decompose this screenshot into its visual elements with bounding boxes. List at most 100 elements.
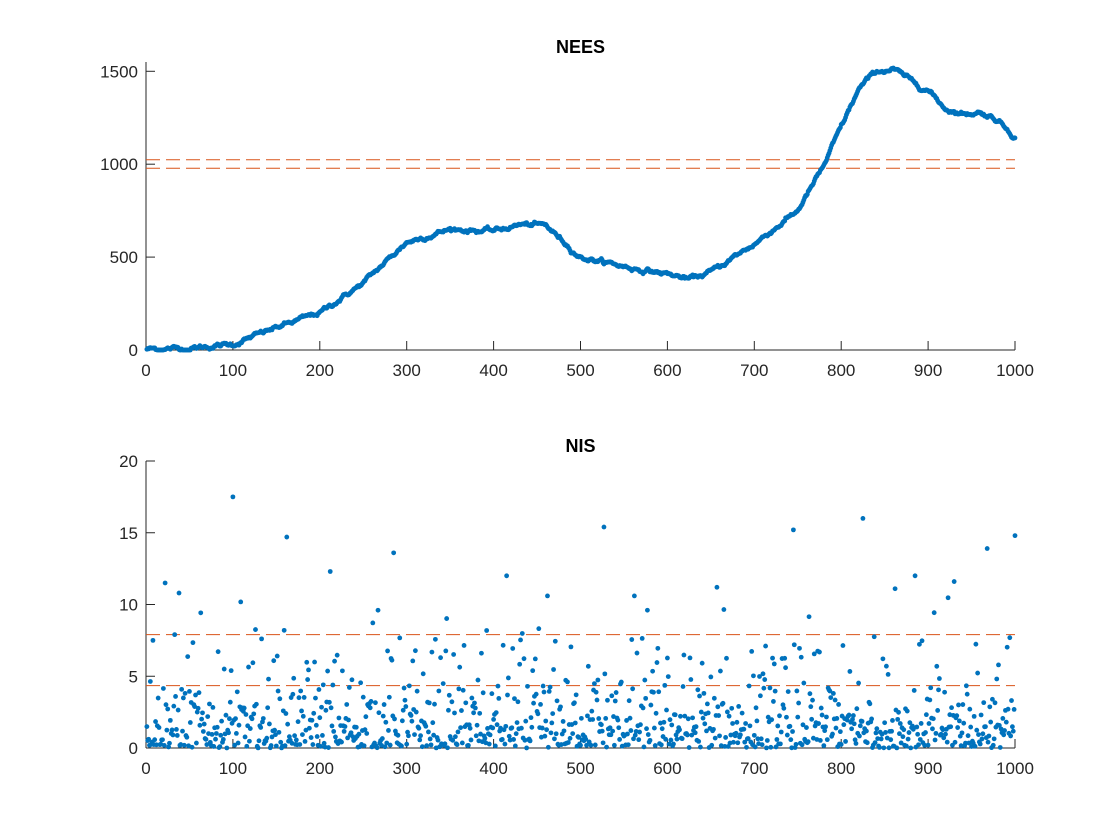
data-point bbox=[911, 688, 917, 693]
data-point bbox=[427, 736, 433, 742]
data-point bbox=[180, 728, 185, 734]
data-point bbox=[912, 573, 918, 579]
data-point bbox=[549, 720, 555, 726]
data-point bbox=[196, 690, 202, 696]
data-point bbox=[527, 738, 533, 744]
data-point bbox=[419, 744, 425, 750]
data-point bbox=[906, 730, 912, 735]
data-point bbox=[840, 643, 846, 648]
x-tick-label: 900 bbox=[914, 759, 942, 778]
data-point bbox=[313, 695, 318, 701]
data-point bbox=[616, 725, 622, 731]
data-point bbox=[617, 737, 623, 742]
data-point bbox=[146, 736, 152, 742]
data-point bbox=[1002, 728, 1007, 733]
data-point bbox=[442, 741, 448, 747]
data-point bbox=[684, 732, 690, 738]
data-point bbox=[384, 740, 390, 746]
data-point bbox=[309, 717, 315, 723]
data-point bbox=[857, 733, 862, 739]
data-point bbox=[219, 718, 225, 724]
data-point bbox=[313, 722, 319, 728]
data-point bbox=[397, 635, 403, 641]
x-tick-label: 300 bbox=[393, 759, 421, 778]
data-point bbox=[717, 733, 722, 739]
data-point bbox=[954, 713, 960, 719]
data-point bbox=[173, 694, 178, 699]
data-point bbox=[930, 726, 935, 732]
x-tick-label: 1000 bbox=[996, 759, 1034, 778]
data-point bbox=[519, 631, 525, 636]
data-point bbox=[494, 722, 500, 728]
data-point bbox=[568, 644, 574, 650]
data-point bbox=[207, 701, 212, 707]
data-point bbox=[697, 693, 702, 699]
data-point bbox=[755, 736, 761, 742]
data-point bbox=[213, 731, 219, 736]
data-point bbox=[639, 636, 645, 641]
data-point bbox=[985, 739, 991, 745]
data-point bbox=[326, 745, 331, 750]
data-point bbox=[333, 734, 338, 740]
data-point bbox=[302, 739, 308, 744]
data-point bbox=[454, 742, 460, 748]
data-point bbox=[518, 637, 523, 643]
data-point bbox=[450, 737, 456, 743]
data-point bbox=[155, 695, 161, 701]
data-point bbox=[209, 732, 215, 737]
data-point bbox=[699, 660, 705, 666]
data-point bbox=[935, 708, 941, 713]
data-point bbox=[154, 742, 159, 748]
data-point bbox=[625, 731, 630, 737]
data-point bbox=[314, 734, 320, 739]
data-point bbox=[316, 687, 322, 692]
data-point bbox=[605, 697, 610, 703]
data-point bbox=[625, 742, 631, 748]
data-point bbox=[363, 714, 369, 720]
data-point bbox=[1008, 733, 1014, 739]
data-point bbox=[512, 696, 517, 702]
data-point bbox=[757, 674, 762, 679]
data-point bbox=[721, 607, 727, 612]
data-point bbox=[301, 695, 307, 700]
data-point bbox=[189, 744, 195, 750]
data-point bbox=[467, 725, 473, 731]
data-point bbox=[744, 744, 749, 750]
data-point bbox=[615, 717, 621, 723]
data-point bbox=[777, 713, 782, 719]
data-point bbox=[364, 731, 370, 736]
data-point bbox=[547, 684, 553, 690]
y-tick-label: 1500 bbox=[100, 62, 138, 81]
data-point bbox=[883, 663, 889, 669]
data-point bbox=[922, 742, 928, 748]
data-point bbox=[1009, 698, 1014, 703]
data-point bbox=[609, 693, 615, 699]
data-point bbox=[967, 706, 973, 712]
data-point bbox=[601, 524, 607, 530]
data-point bbox=[592, 742, 598, 748]
data-point bbox=[156, 725, 162, 730]
data-point bbox=[153, 719, 158, 724]
data-point bbox=[468, 737, 474, 743]
data-point bbox=[843, 739, 848, 744]
data-point bbox=[379, 736, 385, 741]
data-point bbox=[764, 738, 770, 743]
data-point bbox=[729, 705, 735, 711]
data-point bbox=[588, 742, 594, 748]
data-point bbox=[336, 715, 342, 721]
data-point bbox=[648, 702, 654, 708]
x-tick-label: 400 bbox=[479, 361, 507, 380]
data-point bbox=[681, 652, 687, 658]
data-point bbox=[910, 726, 916, 732]
data-point bbox=[570, 731, 576, 736]
data-point bbox=[636, 737, 642, 743]
data-point bbox=[318, 743, 324, 749]
data-point bbox=[545, 593, 550, 599]
data-point bbox=[346, 685, 352, 690]
data-point bbox=[849, 726, 855, 732]
data-point bbox=[624, 718, 629, 723]
data-point bbox=[872, 740, 878, 745]
data-point bbox=[917, 737, 923, 742]
chart-title: NEES bbox=[556, 37, 605, 57]
x-tick-label: 700 bbox=[740, 361, 768, 380]
